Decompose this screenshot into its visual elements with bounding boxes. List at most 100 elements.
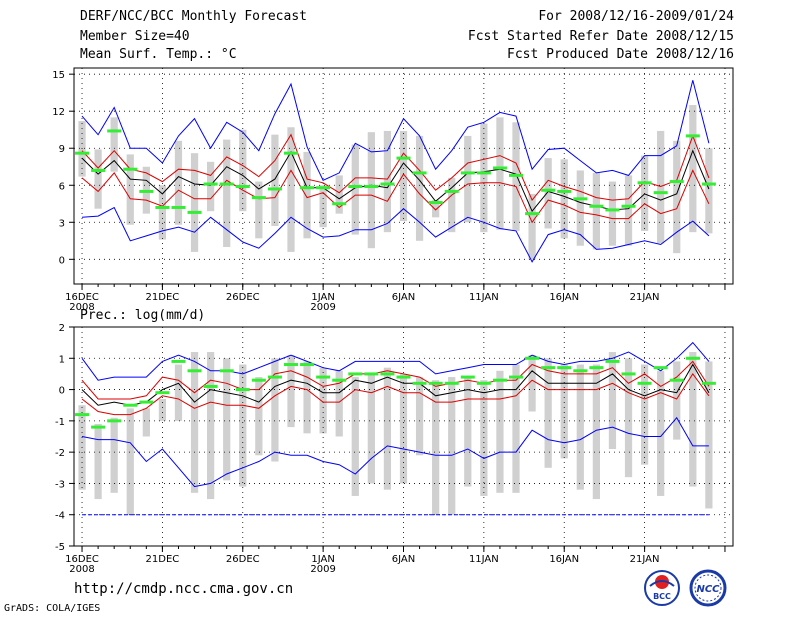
ncc-logo-text: NCC bbox=[696, 584, 720, 595]
precip-spread-box bbox=[432, 380, 440, 515]
temp-spread-box bbox=[657, 130, 665, 244]
bcc-logo-text: BCC bbox=[653, 592, 671, 601]
temp-spread-box bbox=[367, 132, 375, 249]
temp-spread-box bbox=[110, 117, 118, 172]
precip-spread-box bbox=[174, 364, 183, 421]
temp-spread-box bbox=[335, 175, 343, 214]
temp-spread-box bbox=[239, 129, 247, 212]
precip-spread-box bbox=[190, 352, 199, 493]
temp-spread-box bbox=[207, 161, 215, 212]
precip-spread-box bbox=[110, 417, 118, 493]
temp-spread-box bbox=[415, 135, 424, 241]
precip-spread-box bbox=[287, 355, 295, 428]
temp-spread-box bbox=[303, 151, 311, 239]
precip-ytick-label: 1 bbox=[59, 354, 65, 365]
temp-spread-box bbox=[351, 144, 359, 235]
temp-upper-spread-line bbox=[81, 133, 710, 202]
temp-max-line bbox=[81, 80, 710, 181]
temp-spread-box bbox=[689, 105, 697, 233]
temp-spread-box bbox=[544, 158, 552, 229]
temp-year-label: 2008 bbox=[69, 302, 94, 313]
precip-mean-line bbox=[81, 363, 710, 406]
precip-ytick-label: 0 bbox=[59, 386, 65, 397]
temp-lower-spread-line bbox=[81, 169, 710, 224]
precip-spread-box bbox=[415, 377, 424, 456]
temp-spread-box bbox=[528, 193, 536, 260]
precip-xtick-label: 11JAN bbox=[469, 554, 499, 565]
temp-xtick-label: 16DEC bbox=[65, 292, 99, 303]
precip-xtick-label: 1JAN bbox=[311, 554, 334, 565]
started-date: Fcst Started Refer Date 2008/12/15 bbox=[467, 29, 734, 44]
temp-ytick-label: 15 bbox=[52, 70, 65, 81]
precip-ytick-label: -3 bbox=[55, 479, 65, 490]
precip-spread-box bbox=[608, 352, 617, 450]
produced-date: Fcst Produced Date 2008/12/16 bbox=[507, 47, 734, 62]
temp-spread-box bbox=[673, 140, 681, 254]
precip-spread-box bbox=[351, 377, 359, 496]
precip-spread-box bbox=[673, 361, 681, 440]
temp-spread-box bbox=[126, 154, 134, 225]
temp-spread-box bbox=[432, 200, 440, 218]
footer-url[interactable]: http://cmdp.ncc.cma.gov.cn bbox=[74, 581, 294, 597]
precip-xtick-label: 21DEC bbox=[146, 554, 180, 565]
precip-spread-box bbox=[657, 370, 665, 496]
temp-spread-box bbox=[448, 177, 456, 233]
temp-spread-box bbox=[592, 172, 600, 250]
precip-spread-box bbox=[271, 358, 279, 462]
precip-spread-box bbox=[319, 367, 327, 434]
precip-spread-box bbox=[624, 358, 633, 478]
temp-mean-line bbox=[81, 149, 710, 213]
precip-spread-box bbox=[367, 373, 375, 484]
temp-spread-box bbox=[383, 130, 392, 233]
temp-spread-box bbox=[624, 175, 633, 246]
precip-spread-box bbox=[94, 423, 102, 500]
temp-spread-box bbox=[223, 139, 231, 247]
precip-spread-box bbox=[255, 377, 263, 456]
forecast-period: For 2008/12/16-2009/01/24 bbox=[538, 9, 734, 24]
precip-spread-box bbox=[640, 364, 649, 465]
precip-ytick-label: -4 bbox=[55, 511, 65, 522]
precip-spread-box bbox=[303, 361, 311, 434]
precip-spread-box bbox=[207, 352, 215, 500]
temp-ytick-label: 12 bbox=[52, 107, 65, 118]
temp-spread-box bbox=[158, 185, 167, 240]
logos: BCC NCC bbox=[644, 569, 727, 607]
member-size: Member Size=40 bbox=[80, 29, 190, 44]
precip-xtick-label: 26DEC bbox=[226, 554, 260, 565]
precip-spread-box bbox=[399, 373, 408, 484]
temp-spread-box bbox=[174, 140, 183, 225]
precip-spread-box bbox=[126, 408, 134, 515]
precip-ytick-label: -5 bbox=[55, 542, 65, 553]
precip-spread-box bbox=[142, 408, 150, 437]
temp-min-line bbox=[81, 206, 710, 263]
precip-spread-box bbox=[239, 364, 247, 487]
precip-xtick-label: 21JAN bbox=[630, 554, 660, 565]
precip-year-label: 2008 bbox=[69, 564, 94, 575]
precip-upper-spread-line bbox=[81, 360, 710, 400]
temp-spread-box bbox=[464, 135, 472, 223]
precip-spread-box bbox=[496, 370, 504, 493]
precip-spread-box bbox=[512, 364, 520, 493]
precip-spread-box bbox=[592, 364, 600, 500]
precip-spread-box bbox=[544, 358, 552, 468]
precip-spread-box bbox=[705, 361, 713, 509]
precip-lower-spread-line bbox=[81, 373, 710, 416]
precip-max-line bbox=[81, 341, 710, 381]
precip-ytick-label: -1 bbox=[55, 417, 65, 428]
temp-spread-box bbox=[480, 123, 488, 233]
precip-spread-box bbox=[158, 398, 167, 421]
temp-spread-box bbox=[255, 181, 263, 239]
precip-label: Prec.: log(mm/d) bbox=[80, 308, 206, 323]
temp-xtick-label: 1JAN bbox=[311, 292, 334, 303]
precip-xtick-label: 6JAN bbox=[392, 554, 415, 565]
temp-year-label: 2009 bbox=[310, 302, 335, 313]
temp-spread-box bbox=[94, 149, 102, 209]
precip-ytick-label: -2 bbox=[55, 448, 65, 459]
precip-spread-box bbox=[464, 377, 472, 487]
temp-xtick-label: 26DEC bbox=[226, 292, 260, 303]
temp-spread-box bbox=[319, 185, 327, 228]
temp-ytick-label: 3 bbox=[59, 218, 65, 229]
